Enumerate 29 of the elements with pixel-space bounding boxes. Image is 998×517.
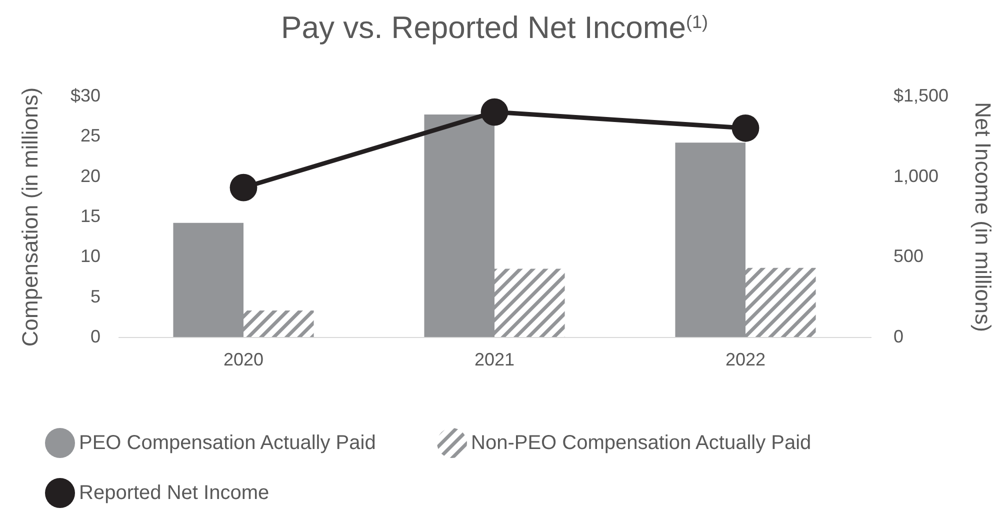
y2-axis-title: Net Income (in millions): [970, 102, 996, 332]
bar: [244, 310, 314, 337]
point: [732, 114, 760, 142]
y-axis-title: Compensation (in millions): [17, 87, 42, 347]
x-tick-label: 2022: [725, 350, 766, 370]
bar: [424, 114, 494, 337]
legend-label: Reported Net Income: [79, 482, 270, 504]
y2-tick-label: 500: [894, 246, 924, 266]
y-tick-label: 20: [80, 166, 100, 186]
y-tick-label: 15: [80, 206, 100, 226]
point: [230, 174, 258, 202]
bar: [746, 268, 816, 337]
y-tick-label: 5: [90, 286, 100, 306]
legend-label: PEO Compensation Actually Paid: [79, 432, 376, 454]
y-tick-label: 10: [80, 246, 100, 266]
legend-label: Non-PEO Compensation Actually Paid: [471, 432, 812, 454]
point: [480, 98, 508, 126]
x-tick-label: 2020: [223, 350, 264, 370]
x-tick-label: 2021: [474, 350, 515, 370]
y-tick-label: 0: [90, 326, 100, 346]
bar: [173, 222, 244, 337]
bar: [494, 268, 565, 337]
y-tick-label: 25: [80, 126, 100, 146]
bar: [675, 142, 746, 337]
chart-title: Pay vs. Reported Net Income$^{(1)}$: [281, 10, 708, 45]
y2-tick-label: $1,500: [894, 86, 949, 106]
y-tick-label: $30: [70, 86, 100, 106]
y2-tick-label: 0: [894, 326, 904, 346]
y2-tick-label: 1,000: [894, 166, 939, 186]
